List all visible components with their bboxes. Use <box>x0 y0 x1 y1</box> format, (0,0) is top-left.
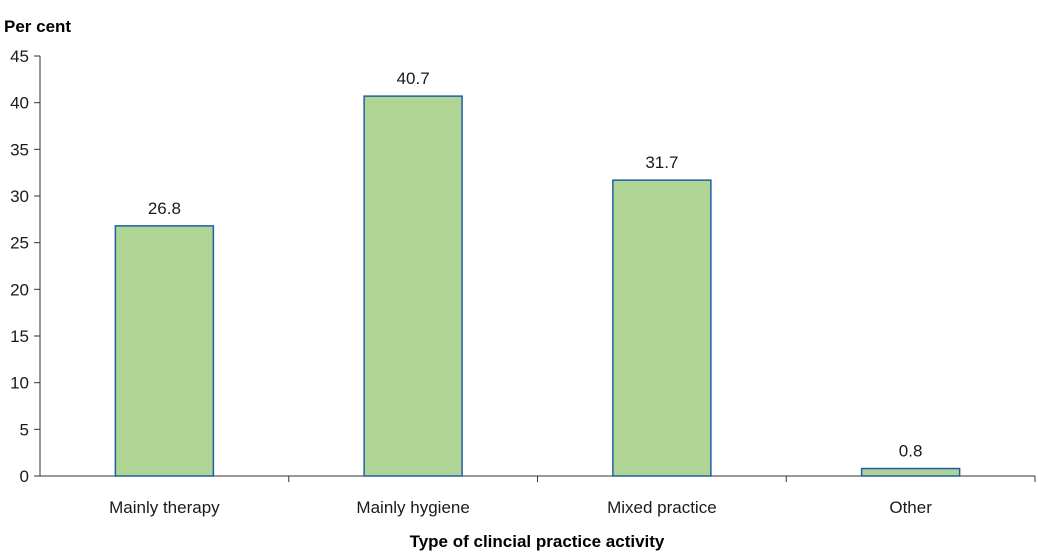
y-tick-label: 5 <box>20 420 29 439</box>
bar-mainly-therapy <box>114 225 215 477</box>
category-label: Mainly therapy <box>109 498 220 517</box>
y-ticks: 0 5 10 15 20 25 30 35 40 45 <box>10 47 40 486</box>
y-tick-label: 45 <box>10 47 29 66</box>
category-label: Other <box>889 498 932 517</box>
y-axis-title: Per cent <box>4 17 71 36</box>
y-tick-label: 20 <box>10 280 29 299</box>
data-label: 0.8 <box>899 442 923 461</box>
y-tick-label: 0 <box>20 467 29 486</box>
bar-mixed-practice <box>612 179 712 477</box>
data-label: 40.7 <box>397 69 430 88</box>
category-label: Mixed practice <box>607 498 717 517</box>
bar-other <box>860 467 961 477</box>
x-axis-title: Type of clincial practice activity <box>410 532 665 551</box>
y-tick-label: 15 <box>10 327 29 346</box>
category-label: Mainly hygiene <box>356 498 469 517</box>
data-label: 31.7 <box>645 153 678 172</box>
data-labels: 26.8 40.7 31.7 0.8 <box>148 69 923 460</box>
y-tick-label: 10 <box>10 374 29 393</box>
data-label: 26.8 <box>148 199 181 218</box>
y-tick-label: 30 <box>10 187 29 206</box>
y-tick-label: 35 <box>10 140 29 159</box>
category-labels: Mainly therapy Mainly hygiene Mixed practi… <box>109 476 1036 517</box>
bar-mainly-hygiene <box>363 95 463 477</box>
y-tick-label: 25 <box>10 234 29 253</box>
bars <box>114 95 961 477</box>
y-tick-label: 40 <box>10 94 29 113</box>
